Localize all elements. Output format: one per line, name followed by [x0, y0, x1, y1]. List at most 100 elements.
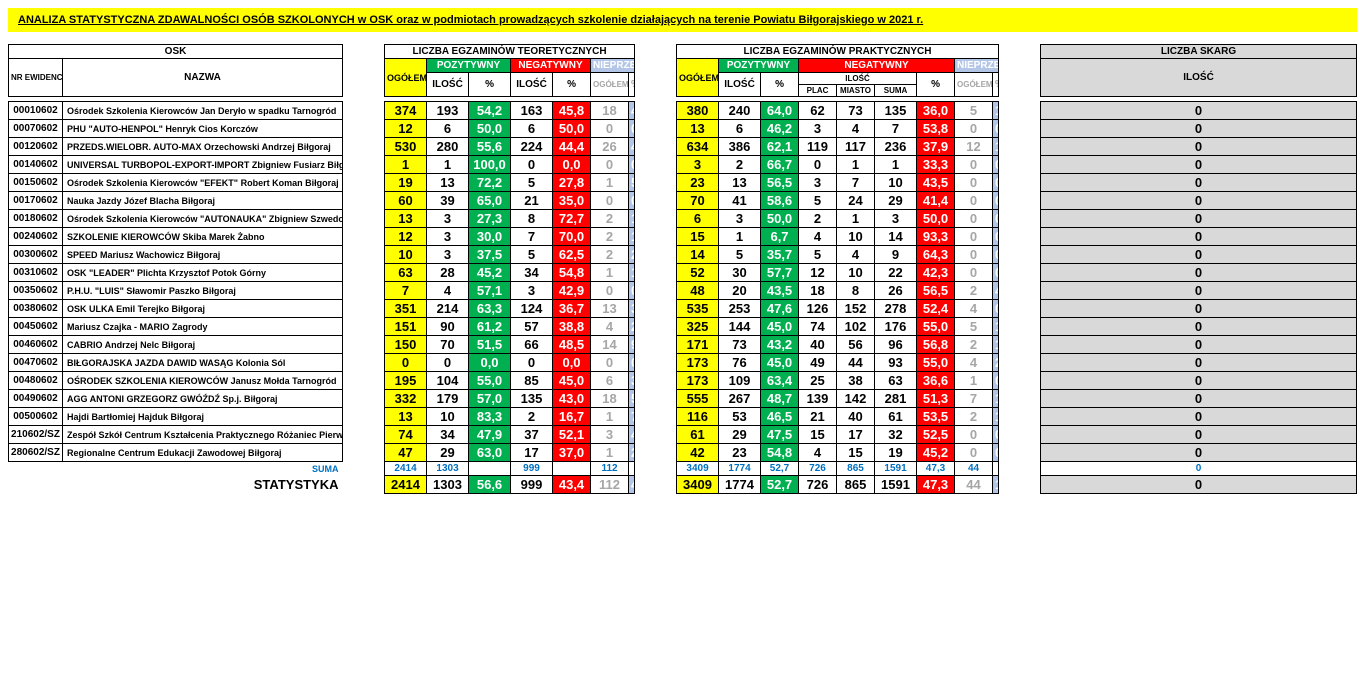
cell: 47,3 [917, 462, 955, 476]
cell: 62,5 [553, 246, 591, 264]
cell: 29 [719, 426, 761, 444]
header-cell: ILOŚĆ [427, 73, 469, 97]
cell: 278 [875, 300, 917, 318]
cell [999, 210, 1041, 228]
cell [635, 264, 677, 282]
cell: 0,0 [629, 354, 635, 372]
cell: 726 [799, 462, 837, 476]
cell: 36,0 [917, 102, 955, 120]
cell-p-og: 380 [677, 102, 719, 120]
cell-id: 00460602 [9, 336, 63, 354]
header-t-neg: NEGATYWNY [511, 59, 591, 73]
cell: 0 [955, 174, 993, 192]
cell [343, 282, 385, 300]
cell: 999 [511, 476, 553, 494]
cell: 55,6 [469, 138, 511, 156]
cell: 2 [955, 336, 993, 354]
cell: 49 [799, 354, 837, 372]
cell-skargi: 0 [1041, 444, 1357, 462]
cell: 2 [591, 228, 629, 246]
cell: 4,6 [629, 476, 635, 494]
cell: 3 [427, 210, 469, 228]
cell: 1 [837, 156, 875, 174]
cell: 267 [719, 390, 761, 408]
cell [999, 462, 1041, 476]
cell: 5 [511, 174, 553, 192]
cell [343, 462, 385, 476]
cell: 63,0 [469, 444, 511, 462]
cell: 35,7 [761, 246, 799, 264]
cell: 112 [591, 476, 629, 494]
cell: 12 [955, 138, 993, 156]
cell: 56,5 [761, 174, 799, 192]
cell: 3409 [677, 476, 719, 494]
cell: 3409 [677, 462, 719, 476]
cell [635, 336, 677, 354]
cell-name: Mariusz Czajka - MARIO Zagrody [63, 318, 343, 336]
cell-id: 00450602 [9, 318, 63, 336]
cell: 0 [591, 120, 629, 138]
cell: 55,0 [469, 372, 511, 390]
cell [999, 138, 1041, 156]
cell: 47,6 [761, 300, 799, 318]
cell: 76 [719, 354, 761, 372]
header-cell: % [993, 73, 999, 97]
cell: 34 [427, 426, 469, 444]
header-cell: ILOŚĆ [799, 73, 917, 85]
cell: 43,4 [553, 476, 591, 494]
cell [635, 354, 677, 372]
cell: 43,2 [761, 336, 799, 354]
cell-p-og: 23 [677, 174, 719, 192]
cell [635, 210, 677, 228]
cell: 224 [511, 138, 553, 156]
cell: 0 [591, 192, 629, 210]
cell: 46,5 [761, 408, 799, 426]
cell: 72,2 [469, 174, 511, 192]
cell: 37 [511, 426, 553, 444]
cell [999, 354, 1041, 372]
cell: 1591 [875, 462, 917, 476]
cell [999, 228, 1041, 246]
header-cell [635, 45, 677, 97]
cell: 64,3 [917, 246, 955, 264]
cell: 10 [427, 408, 469, 426]
statystyka-row: STATYSTYKA2414130356,699943,41124,634091… [9, 476, 1357, 494]
cell-id: 00300602 [9, 246, 63, 264]
cell: 47,9 [469, 426, 511, 444]
cell: 3 [719, 210, 761, 228]
cell: 34 [511, 264, 553, 282]
cell: 2,3 [993, 354, 999, 372]
header-p-neg: NEGATYWNY [799, 59, 955, 73]
cell: 135 [511, 390, 553, 408]
cell: 1303 [427, 476, 469, 494]
cell: 58,6 [761, 192, 799, 210]
cell: 66 [511, 336, 553, 354]
cell: 236 [875, 138, 917, 156]
cell: 999 [511, 462, 553, 476]
cell [635, 120, 677, 138]
cell-p-og: 42 [677, 444, 719, 462]
header-p-nieprz: NIEPRZEPR. [955, 59, 999, 73]
cell: 66,7 [761, 156, 799, 174]
cell: 1 [875, 156, 917, 174]
cell [635, 300, 677, 318]
cell-t-og: 0 [385, 354, 427, 372]
table-row: 00310602OSK "LEADER" Plichta Krzysztof P… [9, 264, 1357, 282]
cell: 83,3 [469, 408, 511, 426]
cell-skargi: 0 [1041, 282, 1357, 300]
cell: 2 [591, 210, 629, 228]
cell: 0 [1041, 476, 1357, 494]
cell: 0,0 [469, 354, 511, 372]
table-row: 00500602Hajdi Bartłomiej Hajduk Biłgoraj… [9, 408, 1357, 426]
cell: 3 [427, 228, 469, 246]
cell [635, 192, 677, 210]
cell: 1,2 [993, 336, 999, 354]
cell-t-og: 13 [385, 408, 427, 426]
cell: 4 [591, 318, 629, 336]
cell: 73 [719, 336, 761, 354]
cell: 179 [427, 390, 469, 408]
cell [635, 138, 677, 156]
cell: 865 [837, 462, 875, 476]
cell: 28 [427, 264, 469, 282]
cell: 7,7 [629, 408, 635, 426]
